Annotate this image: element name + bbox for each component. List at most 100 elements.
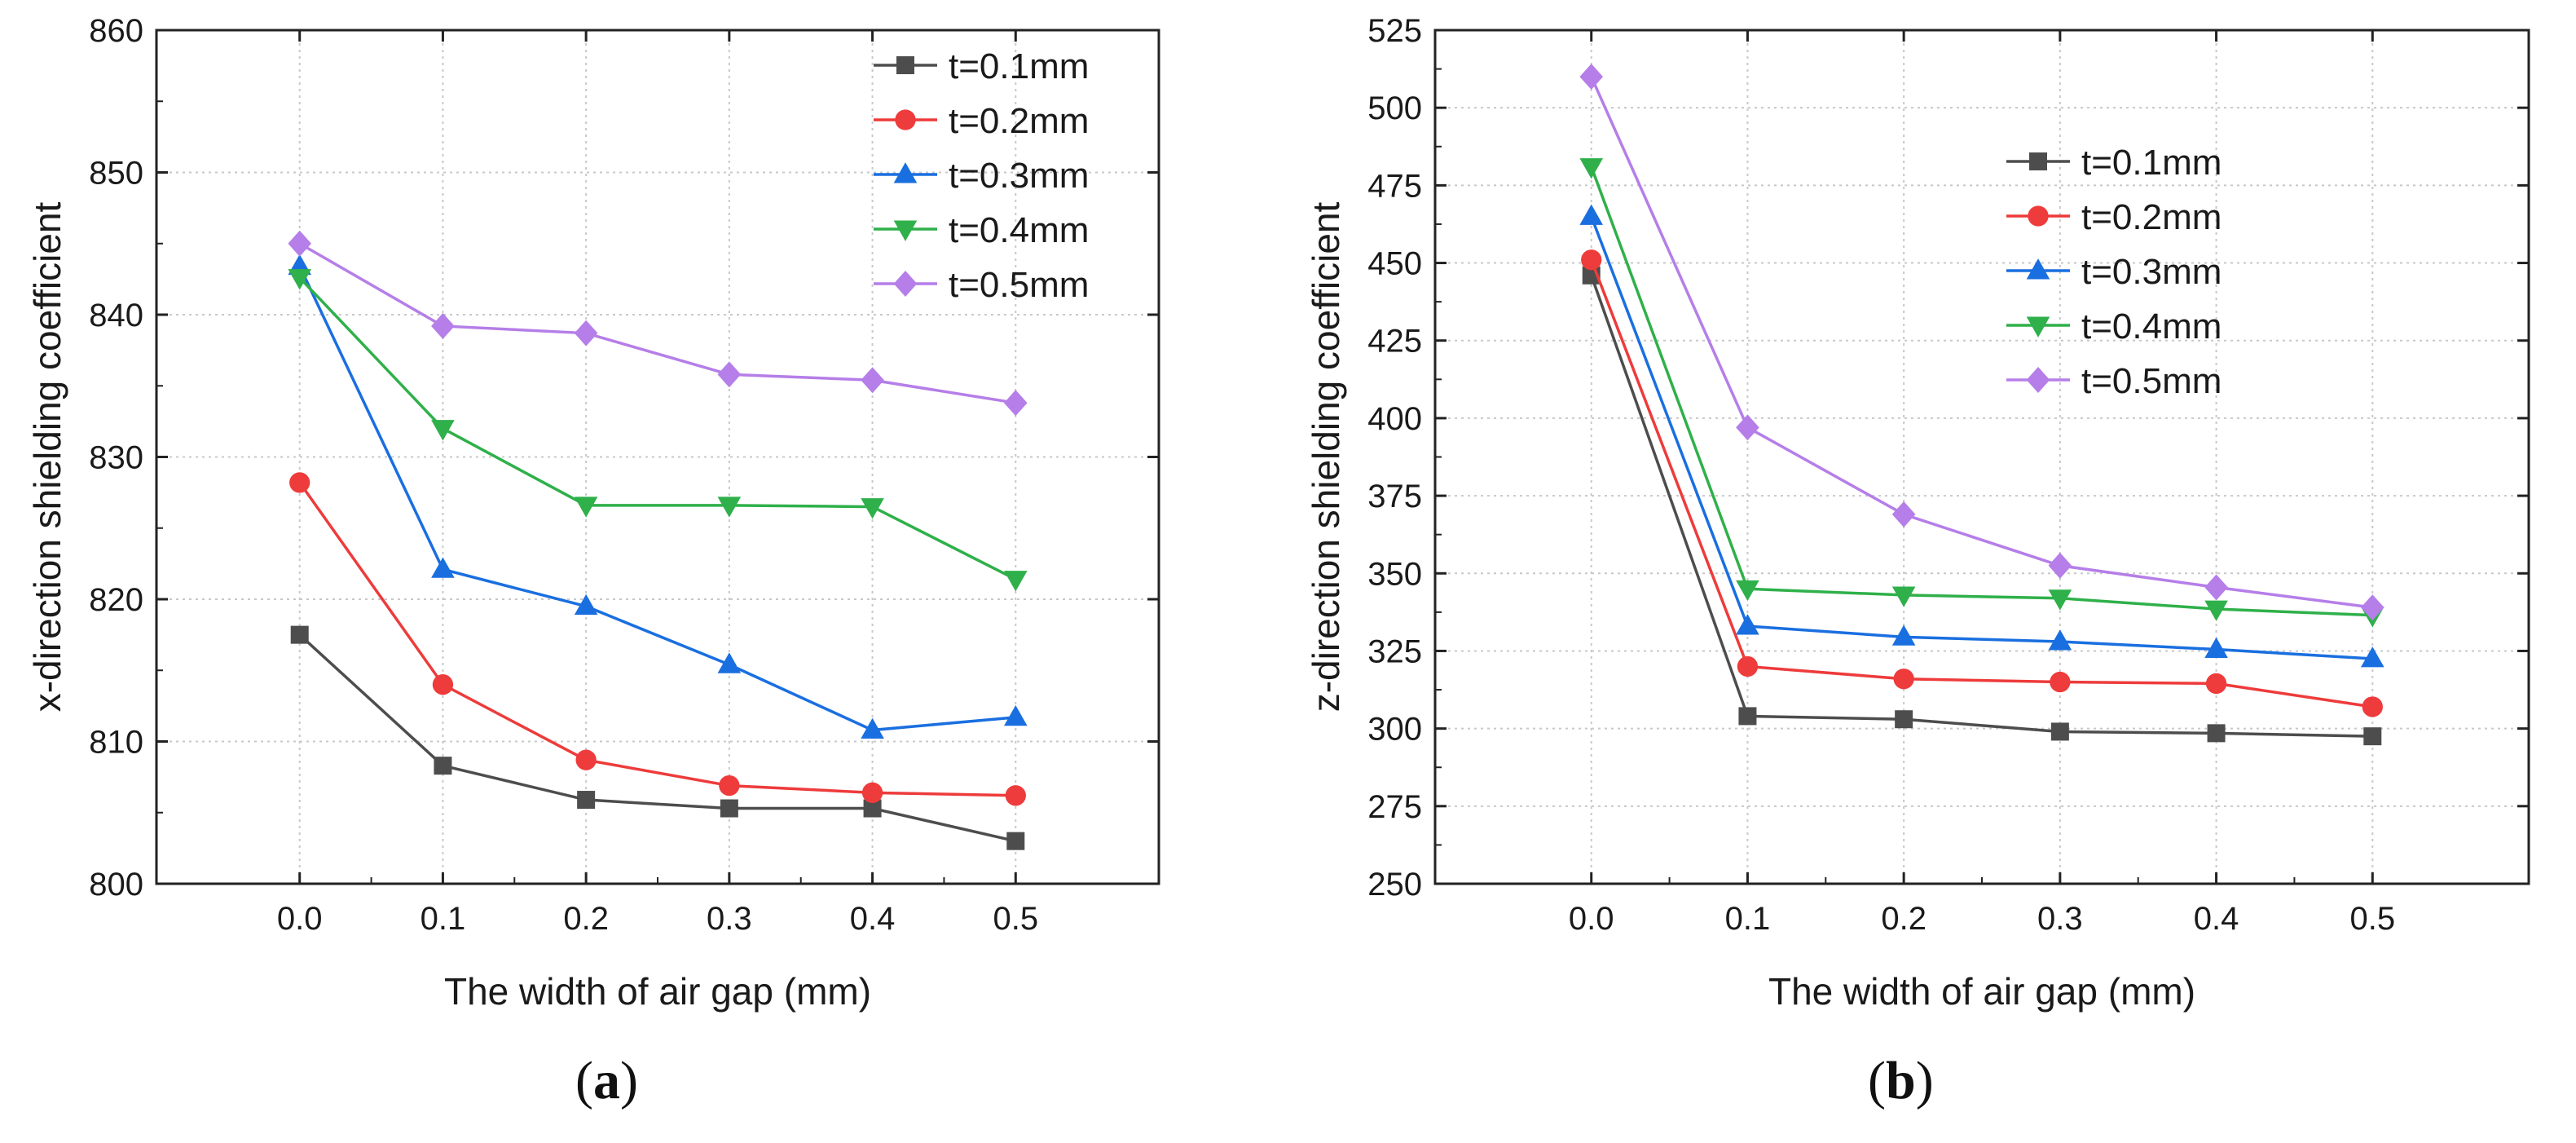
data-point [577,791,596,810]
y-tick-label: 860 [89,13,143,49]
data-point [2050,722,2069,741]
series-line [1590,76,2373,609]
data-point [288,230,312,257]
data-point [2204,600,2228,621]
data-point [290,625,309,644]
x-tick-label: 0.3 [707,901,752,937]
data-point [1003,571,1028,592]
chart-b: 250 275 300 325 350 375 400 425 450 475 500 525 0.0 0… [1305,13,2530,1013]
data-point [1891,586,1916,607]
series-line [298,633,1016,843]
data-point [1893,669,1914,690]
x-tick-label: 0.2 [563,901,609,937]
data-point [1736,614,1759,635]
data-point [861,717,884,739]
data-point [2360,647,2384,668]
data-point [431,313,455,339]
series-line [1590,215,2373,660]
data-point [861,782,883,803]
data-point [719,775,740,797]
data-point [574,594,598,616]
y-tick-label: 300 [1367,712,1422,748]
x-tick-label: 0.2 [1881,901,1926,937]
y-tick-label: 450 [1367,246,1422,282]
data-point [717,496,742,518]
x-tick-label: 0.3 [2037,901,2083,937]
y-tick-label: 325 [1367,633,1422,669]
y-tick-label: 500 [1367,90,1422,126]
data-point [1737,655,1759,677]
caption-a-letter: a [592,1051,620,1110]
y-tick-label: 400 [1367,401,1422,437]
x-tick-label: 0.1 [421,901,466,937]
data-point [2205,673,2227,695]
y-tick-label: 850 [89,156,143,192]
y-tick-label: 820 [89,582,143,618]
data-point [2050,671,2071,693]
y-tick-label: 350 [1367,556,1422,592]
series-line [1590,275,2373,738]
data-point [717,361,742,388]
data-point [289,472,310,493]
y-axis-label: z-direction shielding coefficient [1305,201,1347,712]
caption-b: (b) [1868,1051,1934,1110]
y-tick-label: 425 [1367,324,1422,360]
x-tick-label: 0.0 [277,901,323,937]
y-tick-label: 810 [89,725,143,761]
data-point [717,652,742,673]
data-point [574,496,598,518]
data-point [574,320,598,346]
y-tick-label: 525 [1367,13,1422,49]
data-point [431,420,455,441]
x-tick-label: 0.4 [2194,901,2239,937]
y-tick-label: 800 [89,867,143,902]
y-tick-label: 275 [1367,789,1422,825]
legend-label: t=0.4mm [2081,307,2222,346]
x-tick-label: 0.5 [993,901,1038,937]
data-point [1891,624,1916,646]
legend-label: t=0.3mm [2081,252,2222,292]
legend-label: t=0.3mm [949,156,1089,196]
series-line [298,481,1016,797]
caption-a: (a) [575,1051,638,1110]
x-axis-label: The width of air gap (mm) [1768,970,2195,1013]
legend-label: t=0.4mm [949,210,1089,250]
data-point [861,367,884,394]
plot-area [1435,30,2529,884]
data-point [1736,580,1759,602]
data-point [1738,707,1757,726]
data-point [1003,390,1028,417]
legend-swatch-marker [2026,367,2050,393]
chart-a: 800 810 820 830 840 850 860 0.0 0.1 0.2 0.3 0.4 0.5 T… [26,13,1160,1013]
data-point [863,799,882,818]
data-point [2048,589,2072,611]
data-point [2363,727,2382,746]
series-line [298,242,1016,404]
data-point [434,757,452,775]
legend-swatch-marker [896,56,914,74]
series-line [1590,165,2373,617]
y-axis-label: x-direction shielding coefficient [26,201,68,712]
y-tick-label: 840 [89,298,143,333]
x-tick-label: 0.5 [2349,901,2395,937]
series-line [1590,259,2373,708]
panel-a: 800 810 820 830 840 850 860 0.0 0.1 0.2 0.3 0.4 0.5 T… [26,13,1160,1110]
data-point [1006,832,1025,850]
series-line [298,276,1017,581]
data-point [2362,696,2383,717]
data-point [2204,637,2228,659]
data-point [1003,704,1028,726]
x-tick-label: 0.4 [850,901,896,937]
legend-swatch-marker [893,162,918,183]
caption-b-letter: b [1885,1051,1916,1110]
data-point [861,498,884,519]
data-point [432,674,454,695]
data-point [1579,158,1604,179]
legend-swatch-marker [2026,316,2050,338]
legend-label: t=0.1mm [2081,143,2222,183]
data-point [1579,64,1604,90]
legend-swatch-marker [895,109,916,130]
x-axis-label: The width of air gap (mm) [444,970,871,1013]
data-point [431,557,455,578]
